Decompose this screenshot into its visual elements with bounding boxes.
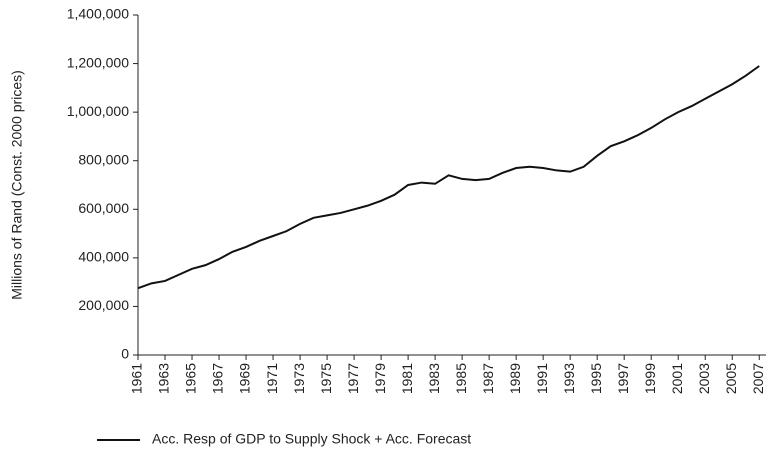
x-tick-label: 2001 [669, 363, 685, 394]
y-axis-label: Millions of Rand (Const. 2000 prices) [9, 70, 25, 300]
y-tick-label: 200,000 [78, 297, 129, 313]
x-tick-label: 1971 [264, 363, 280, 394]
data-line [137, 65, 760, 290]
x-tick-label: 1989 [507, 363, 523, 394]
x-tick-label: 1993 [561, 363, 577, 394]
x-tick-label: 1967 [210, 363, 226, 394]
x-tick-label: 1963 [156, 363, 172, 394]
x-tick-label: 1973 [291, 363, 307, 394]
x-tick-label: 1969 [237, 363, 253, 394]
y-tick-label: 800,000 [78, 151, 129, 167]
y-tick-label: 1,200,000 [67, 54, 129, 70]
x-tick-label: 1977 [345, 363, 361, 394]
x-tick-label: 1979 [372, 363, 388, 394]
x-tick-label: 1991 [534, 363, 550, 394]
x-tick-label: 1961 [129, 363, 145, 394]
x-tick-label: 1981 [399, 363, 415, 394]
y-tick-label: 1,000,000 [67, 103, 129, 119]
x-tick-label: 1985 [453, 363, 469, 394]
legend-label: Acc. Resp of GDP to Supply Shock + Acc. … [152, 431, 471, 447]
y-tick-label: 0 [121, 346, 129, 362]
x-tick-label: 1995 [588, 363, 604, 394]
x-tick-label: 1975 [318, 363, 334, 394]
x-tick-label: 1999 [642, 363, 658, 394]
x-tick-label: 1983 [426, 363, 442, 394]
y-tick-label: 400,000 [78, 249, 129, 265]
y-tick-label: 1,400,000 [67, 6, 129, 22]
y-tick-label: 600,000 [78, 200, 129, 216]
x-tick-label: 1965 [183, 363, 199, 394]
x-tick-label: 2005 [723, 363, 739, 394]
x-tick-label: 2007 [750, 363, 766, 394]
x-tick-label: 1997 [615, 363, 631, 394]
x-tick-label: 1987 [480, 363, 496, 394]
x-tick-label: 2003 [696, 363, 712, 394]
